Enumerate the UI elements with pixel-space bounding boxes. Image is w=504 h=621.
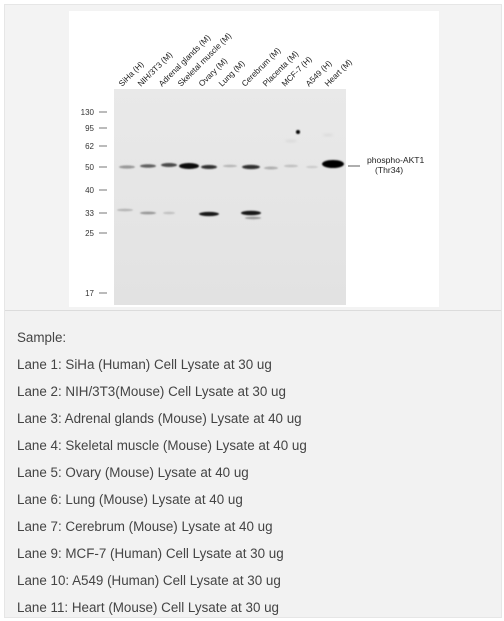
protein-band	[323, 134, 333, 136]
protein-band	[264, 166, 278, 170]
protein-band	[179, 163, 199, 169]
mw-marker-label: 17	[85, 289, 94, 298]
western-blot-figure-area: SiHa (H) NIH/3T3 (M) Adrenal glands (M) Ske…	[5, 5, 501, 311]
protein-band	[285, 140, 297, 142]
protein-band	[241, 210, 261, 216]
mw-marker-label: 50	[85, 163, 94, 172]
protein-band	[117, 208, 133, 212]
blot-membrane	[114, 89, 346, 305]
protein-band	[163, 211, 175, 215]
lane-description: Lane 5: Ovary (Mouse) Lysate at 40 ug	[17, 465, 249, 480]
lane-description: Lane 11: Heart (Mouse) Cell Lysate at 30…	[17, 600, 280, 615]
lane-description: Lane 9: MCF-7 (Human) Cell Lysate at 30 …	[17, 546, 284, 561]
western-blot-image: SiHa (H)NIH/3T3 (M)Adrenal glands (M)Ske…	[81, 31, 425, 305]
target-label-line2: (Thr34)	[375, 165, 403, 175]
mw-marker-label: 95	[85, 124, 94, 133]
protein-band	[161, 163, 177, 167]
sample-heading: Sample:	[17, 330, 67, 345]
mw-marker-label: 130	[81, 108, 95, 117]
lane-description: Lane 3: Adrenal glands (Mouse) Lysate at…	[17, 411, 302, 426]
protein-band	[296, 130, 300, 134]
lane-description: Lane 10: A549 (Human) Cell Lysate at 30 …	[17, 573, 281, 588]
protein-band	[242, 164, 260, 170]
mw-marker-label: 33	[85, 209, 94, 218]
protein-band	[284, 164, 298, 168]
mw-marker-label: 62	[85, 142, 94, 151]
target-label-line1: phospho-AKT1	[367, 155, 425, 165]
lane-description: Lane 7: Cerebrum (Mouse) Lysate at 40 ug	[17, 519, 273, 534]
western-blot-figure: SiHa (H) NIH/3T3 (M) Adrenal glands (M) Ske…	[69, 11, 439, 307]
mw-marker-label: 25	[85, 229, 94, 238]
protein-band	[119, 165, 135, 169]
protein-band	[245, 216, 261, 220]
lane-description: Lane 6: Lung (Mouse) Lysate at 40 ug	[17, 492, 243, 507]
protein-band	[201, 165, 217, 169]
protein-band	[306, 165, 318, 169]
protein-band	[199, 211, 219, 217]
product-image-panel: SiHa (H) NIH/3T3 (M) Adrenal glands (M) Ske…	[4, 4, 502, 618]
mw-marker-label: 40	[85, 186, 94, 195]
protein-band	[322, 160, 344, 168]
protein-band	[223, 164, 237, 168]
protein-band	[140, 211, 156, 215]
sample-description: Sample: Lane 1: SiHa (Human) Cell Lysate…	[5, 311, 501, 617]
protein-band	[140, 164, 156, 168]
lane-description: Lane 4: Skeletal muscle (Mouse) Lysate a…	[17, 438, 307, 453]
lane-description: Lane 1: SiHa (Human) Cell Lysate at 30 u…	[17, 357, 272, 372]
lane-description: Lane 2: NIH/3T3(Mouse) Cell Lysate at 30…	[17, 384, 286, 399]
